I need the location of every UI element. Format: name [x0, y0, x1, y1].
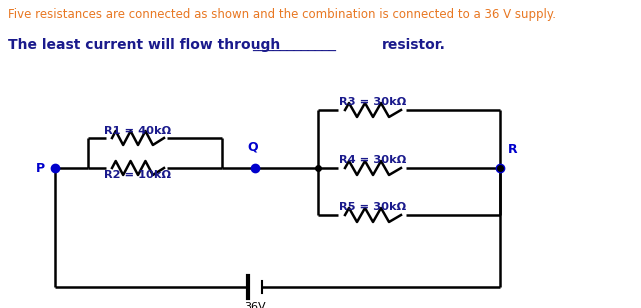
Text: The least current will flow through: The least current will flow through: [8, 38, 280, 52]
Text: P: P: [36, 161, 45, 175]
Text: R3 = 30kΩ: R3 = 30kΩ: [339, 97, 406, 107]
Text: R1 = 40kΩ: R1 = 40kΩ: [104, 126, 172, 136]
Text: Q: Q: [247, 141, 258, 154]
Text: R: R: [508, 143, 518, 156]
Text: R2 = 10kΩ: R2 = 10kΩ: [104, 170, 172, 180]
Text: ____________: ____________: [252, 38, 336, 52]
Text: 36V: 36V: [244, 302, 266, 308]
Text: R4 = 30kΩ: R4 = 30kΩ: [339, 155, 406, 165]
Text: resistor.: resistor.: [382, 38, 446, 52]
Text: R5 = 30kΩ: R5 = 30kΩ: [340, 202, 406, 212]
Text: Five resistances are connected as shown and the combination is connected to a 36: Five resistances are connected as shown …: [8, 8, 556, 21]
